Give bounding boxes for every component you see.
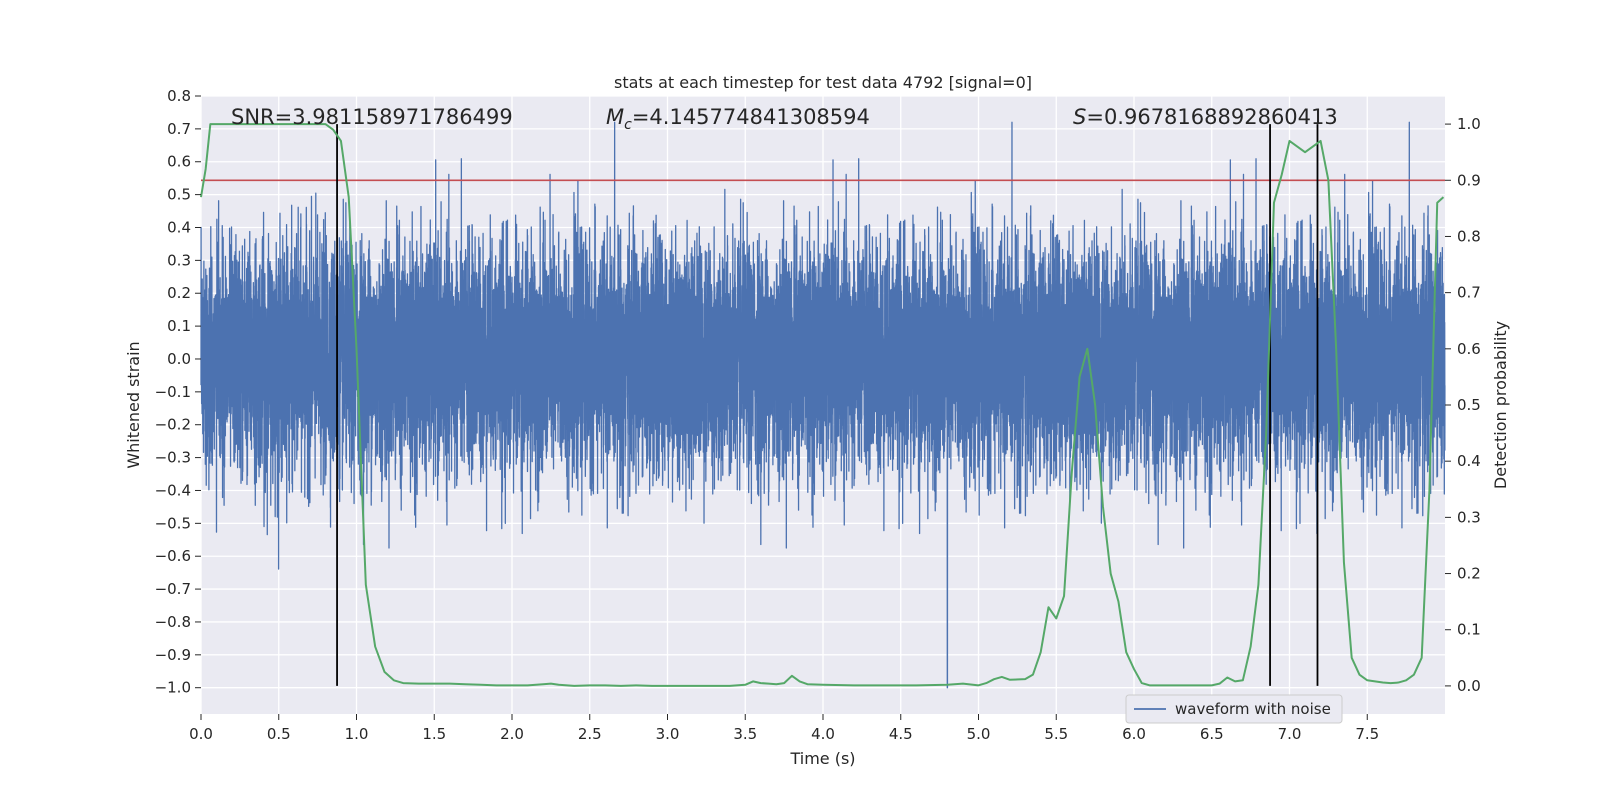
y-left-tick-label: 0.5 — [167, 186, 191, 204]
x-tick-label: 5.5 — [1044, 725, 1068, 743]
y-right-tick-label: 0.8 — [1457, 227, 1481, 245]
x-axis-label: Time (s) — [789, 749, 855, 768]
y-left-tick-label: −0.5 — [155, 514, 191, 532]
legend-label-waveform: waveform with noise — [1175, 700, 1331, 718]
legend: waveform with noise — [1125, 694, 1343, 724]
y-left-tick-label: 0.3 — [167, 251, 191, 269]
y-left-tick-label: 0.2 — [167, 284, 191, 302]
y-left-tick-label: 0.4 — [167, 218, 191, 236]
y-axis-left-label: Whitened strain — [124, 341, 143, 468]
s-annotation: S=0.9678168892860413 — [1073, 105, 1338, 129]
x-tick-label: 6.5 — [1200, 725, 1224, 743]
x-tick-label: 3.0 — [656, 725, 680, 743]
y-right-tick-label: 0.0 — [1457, 677, 1481, 695]
waveform-line — [200, 121, 1446, 689]
waveform-series — [200, 121, 1446, 689]
y-left-tick-label: −0.8 — [155, 613, 191, 631]
x-tick-label: 2.0 — [500, 725, 524, 743]
y-left-tick-label: 0.0 — [167, 350, 191, 368]
x-tick-label: 1.5 — [422, 725, 446, 743]
y-left-tick-label: −0.2 — [155, 416, 191, 434]
axes: 0.0 0.5 1.0 1.5 2.0 2.5 3.0 3.5 4.0 4.5 5.0 5.5 6.0 6… — [155, 87, 1481, 743]
chirp-mass-subscript: c — [624, 117, 632, 133]
y-left-tick-label: 0.1 — [167, 317, 191, 335]
y-left-tick-label: −0.6 — [155, 547, 191, 565]
x-tick-label: 6.0 — [1122, 725, 1146, 743]
s-symbol: S — [1073, 105, 1086, 129]
y-left-tick-label: −0.9 — [155, 646, 191, 664]
chirp-mass-value: =4.145774841308594 — [632, 105, 870, 129]
y-right-tick-label: 0.3 — [1457, 508, 1481, 526]
y-axis-right-label: Detection probability — [1491, 321, 1510, 489]
y-left-tick-label: −1.0 — [155, 679, 191, 697]
y-right-tick-label: 0.1 — [1457, 621, 1481, 639]
y-right-tick-label: 0.7 — [1457, 284, 1481, 302]
y-left-tick-label: 0.8 — [167, 87, 191, 105]
s-value: =0.9678168892860413 — [1086, 105, 1337, 129]
y-left-tick-label: −0.1 — [155, 383, 191, 401]
probability-series — [200, 123, 1445, 687]
x-tick-label: 4.0 — [811, 725, 835, 743]
x-tick-label: 0.0 — [189, 725, 213, 743]
y-left-tick-label: −0.4 — [155, 481, 191, 499]
y-right-tick-label: 0.9 — [1457, 171, 1481, 189]
y-left-tick-label: −0.7 — [155, 580, 191, 598]
y-left-tick-label: −0.3 — [155, 449, 191, 467]
x-tick-label: 2.5 — [578, 725, 602, 743]
chirp-mass-annotation: Mc=4.145774841308594 — [606, 105, 870, 133]
y-right-tick-label: 0.5 — [1457, 396, 1481, 414]
chirp-mass-symbol: M — [606, 105, 624, 129]
y-right-tick-label: 1.0 — [1457, 115, 1481, 133]
probability-line — [200, 123, 1445, 687]
y-left-tick-label: 0.6 — [167, 153, 191, 171]
x-tick-label: 7.5 — [1355, 725, 1379, 743]
y-right-tick-label: 0.6 — [1457, 340, 1481, 358]
x-tick-label: 3.5 — [733, 725, 757, 743]
y-right-tick-label: 0.4 — [1457, 452, 1481, 470]
x-tick-label: 5.0 — [967, 725, 991, 743]
chart-title: stats at each timestep for test data 479… — [614, 73, 1032, 92]
y-left-tick-label: 0.7 — [167, 120, 191, 138]
x-tick-label: 7.0 — [1278, 725, 1302, 743]
overlay-lines — [201, 124, 1445, 686]
snr-annotation: SNR=3.981158971786499 — [231, 105, 513, 129]
x-tick-label: 4.5 — [889, 725, 913, 743]
y-right-tick-label: 0.2 — [1457, 565, 1481, 583]
x-tick-label: 0.5 — [267, 725, 291, 743]
x-tick-label: 1.0 — [345, 725, 369, 743]
legend-box — [1125, 694, 1343, 724]
